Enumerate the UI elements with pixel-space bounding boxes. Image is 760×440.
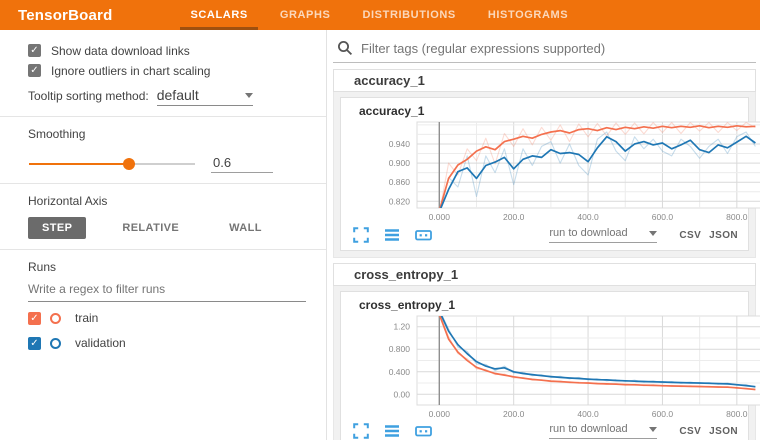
svg-text:600.0: 600.0: [652, 212, 674, 222]
section-body-accuracy: accuracy_1 0.000 200.0 400.0 600.0 800.0 0.82…: [333, 92, 760, 258]
smoothing-slider[interactable]: [29, 157, 195, 170]
svg-text:800.0: 800.0: [726, 409, 748, 419]
log-scale-icon[interactable]: [384, 424, 400, 438]
json-download-link[interactable]: JSON: [709, 229, 738, 241]
run-row-validation: ✓ validation: [28, 334, 306, 352]
show-download-links-label: Show data download links: [51, 43, 190, 58]
fit-domain-icon[interactable]: [415, 423, 432, 439]
smoothing-label: Smoothing: [28, 127, 86, 141]
svg-text:0.900: 0.900: [389, 158, 411, 168]
log-scale-icon[interactable]: [384, 228, 400, 242]
tab-graphs[interactable]: GRAPHS: [279, 9, 331, 21]
show-download-links-row: ✓ Show data download links: [28, 42, 306, 59]
svg-text:400.0: 400.0: [577, 212, 599, 222]
run-to-download-label: run to download: [549, 423, 628, 435]
divider: [0, 116, 326, 117]
smoothing-slider-row: [28, 154, 306, 173]
accuracy-chart[interactable]: 0.000 200.0 400.0 600.0 800.0 0.820 0.860 0.900…: [349, 120, 760, 224]
settings-sidebar: ✓ Show data download links ✓ Ignore outl…: [0, 30, 327, 440]
tooltip-sorting-value: default: [156, 87, 199, 103]
cross-entropy-chart-card: cross_entropy_1 0.000 200.0 400.0 600.0 800.…: [340, 291, 760, 440]
divider: [0, 249, 326, 250]
tag-filter-row: [333, 38, 756, 63]
expand-chart-icon[interactable]: [353, 423, 369, 439]
tooltip-sorting-row: Tooltip sorting method: default: [28, 87, 306, 106]
section-header-cross-entropy[interactable]: cross_entropy_1: [333, 263, 756, 286]
runs-label: Runs: [28, 260, 57, 274]
cross-entropy-chart-toolbar: run to download CSV JSON: [349, 420, 746, 440]
svg-text:0.860: 0.860: [389, 177, 411, 187]
ignore-outliers-label: Ignore outliers in chart scaling: [51, 63, 211, 78]
divider: [0, 183, 326, 184]
tooltip-sorting-select[interactable]: default: [156, 87, 253, 106]
slider-fill: [29, 162, 129, 165]
tooltip-sorting-label: Tooltip sorting method:: [28, 89, 149, 103]
svg-text:200.0: 200.0: [503, 212, 525, 222]
axis-wall-button[interactable]: WALL: [229, 222, 262, 234]
train-checkbox[interactable]: ✓: [28, 311, 41, 325]
ignore-outliers-row: ✓ Ignore outliers in chart scaling: [28, 62, 306, 79]
svg-text:0.800: 0.800: [389, 344, 411, 354]
axis-relative-button[interactable]: RELATIVE: [122, 222, 180, 234]
cross-entropy-chart[interactable]: 0.000 200.0 400.0 600.0 800.0 0.00 0.400 0.800 1…: [349, 314, 760, 420]
horizontal-axis-label: Horizontal Axis: [28, 194, 108, 208]
fit-domain-icon[interactable]: [415, 227, 432, 243]
app-title: TensorBoard: [18, 6, 113, 24]
smoothing-value-input[interactable]: [211, 154, 273, 173]
svg-text:0.000: 0.000: [429, 409, 451, 419]
tab-bar: SCALARS GRAPHS DISTRIBUTIONS HISTOGRAMS: [174, 0, 584, 30]
main-panel: accuracy_1 accuracy_1 0.000 200.0 400.0 600…: [327, 30, 760, 440]
validation-checkbox[interactable]: ✓: [28, 336, 41, 350]
svg-text:200.0: 200.0: [503, 409, 525, 419]
svg-text:0.000: 0.000: [429, 212, 451, 222]
tab-scalars[interactable]: SCALARS: [174, 0, 263, 30]
chevron-down-icon: [649, 230, 658, 236]
validation-color-swatch[interactable]: [50, 337, 61, 349]
app-header: TensorBoard SCALARS GRAPHS DISTRIBUTIONS…: [0, 0, 760, 30]
cross-entropy-chart-title: cross_entropy_1: [359, 298, 456, 312]
svg-text:0.00: 0.00: [393, 389, 410, 399]
csv-download-link[interactable]: CSV: [679, 425, 702, 437]
svg-text:600.0: 600.0: [652, 409, 674, 419]
run-to-download-label: run to download: [549, 227, 628, 239]
train-color-swatch[interactable]: [50, 312, 61, 324]
svg-text:800.0: 800.0: [726, 212, 748, 222]
csv-download-link[interactable]: CSV: [679, 229, 702, 241]
svg-text:0.940: 0.940: [389, 139, 411, 149]
run-row-train: ✓ train: [28, 309, 306, 327]
tag-filter-input[interactable]: [361, 40, 756, 56]
run-to-download-select[interactable]: run to download: [549, 423, 658, 439]
svg-text:0.820: 0.820: [389, 196, 411, 206]
validation-label: validation: [75, 336, 126, 350]
run-to-download-select[interactable]: run to download: [549, 227, 658, 243]
slider-thumb[interactable]: [122, 157, 135, 170]
svg-text:0.400: 0.400: [389, 367, 411, 377]
tab-distributions[interactable]: DISTRIBUTIONS: [362, 9, 456, 21]
runs-filter-input[interactable]: [28, 276, 306, 302]
accuracy-chart-toolbar: run to download CSV JSON: [349, 224, 746, 248]
train-label: train: [75, 311, 99, 325]
axis-step-button[interactable]: STEP: [28, 217, 87, 239]
ignore-outliers-checkbox[interactable]: ✓: [28, 64, 41, 77]
tab-histograms[interactable]: HISTOGRAMS: [487, 9, 569, 21]
svg-text:400.0: 400.0: [577, 409, 599, 419]
expand-chart-icon[interactable]: [353, 227, 369, 243]
search-icon: [338, 41, 353, 56]
chevron-down-icon: [244, 92, 253, 98]
accuracy-chart-title: accuracy_1: [359, 104, 425, 118]
svg-text:1.20: 1.20: [393, 322, 410, 332]
show-download-links-checkbox[interactable]: ✓: [28, 44, 41, 57]
section-body-cross-entropy: cross_entropy_1 0.000 200.0 400.0 600.0 800.…: [333, 286, 760, 440]
horizontal-axis-options: STEP RELATIVE WALL: [28, 217, 306, 239]
chevron-down-icon: [649, 426, 658, 432]
json-download-link[interactable]: JSON: [709, 425, 738, 437]
accuracy-chart-card: accuracy_1 0.000 200.0 400.0 600.0 800.0 0.82…: [340, 97, 760, 251]
section-header-accuracy[interactable]: accuracy_1: [333, 69, 756, 92]
